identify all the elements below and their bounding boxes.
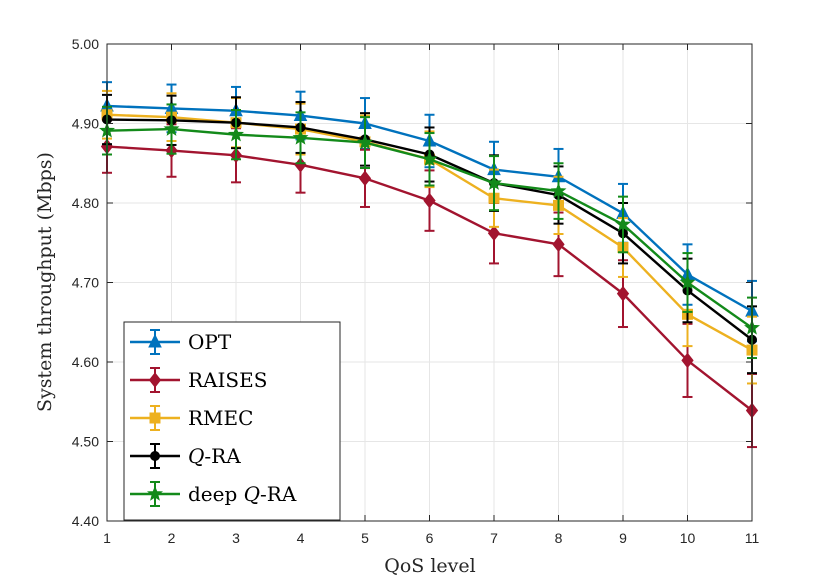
legend-label: RMEC [188,406,253,430]
legend-marker [147,485,163,501]
y-tick-label: 4.70 [72,275,99,291]
data-point [292,129,309,145]
y-tick-label: 5.00 [72,36,99,52]
data-point [228,126,244,142]
x-tick-label: 7 [490,530,498,546]
x-tick-label: 6 [426,530,434,546]
y-tick-label: 4.40 [72,513,99,529]
data-point [552,236,565,253]
x-tick-label: 8 [555,530,563,546]
y-tick-label: 4.90 [72,116,99,132]
legend-label-part: -RA [260,482,297,506]
legend-item: Q-RA [130,443,241,469]
data-point [679,274,696,290]
x-tick-label: 3 [232,530,240,546]
legend-label-part: Q [188,444,204,468]
legend-label-part: Q [244,482,260,506]
y-tick-label: 4.50 [72,434,99,450]
y-tick-label: 4.80 [72,195,99,211]
x-tick-label: 1 [103,530,111,546]
data-point [163,120,180,136]
data-point [423,192,436,209]
x-tick-label: 4 [297,530,305,546]
legend-item: RMEC [130,405,253,431]
axes: 1 2 3 4 5 6 7 8 9 10 11 4.40 4.50 4.60 4.70 4.80 4.90 5.0… [72,36,760,546]
legend-item: deep Q-RA [130,481,297,507]
data-point [358,170,372,187]
data-point [486,174,502,190]
data-point [357,134,373,150]
x-tick-label: 5 [361,530,369,546]
data-point [487,225,501,242]
legend-label-part: RAISES [188,368,267,392]
data-point [615,216,631,232]
x-tick-label: 9 [619,530,627,546]
x-axis-label: QoS level [384,555,475,577]
x-tick-label: 11 [745,530,760,546]
legend-marker [150,451,160,461]
legend-label: Q-RA [188,444,241,468]
legend-item: OPT [130,329,232,355]
legend-marker [148,372,162,388]
legend-label: RAISES [188,368,267,392]
data-point [616,285,630,302]
y-axis-label: System throughput (Mbps) [34,152,56,412]
data-point [681,352,694,369]
x-tick-label: 2 [168,530,176,546]
data-point [550,182,567,198]
legend-marker [148,333,162,348]
data-point [421,150,438,167]
legend-label: deep Q-RA [188,482,297,506]
legend-label: OPT [188,330,232,354]
legend-marker [149,412,161,424]
y-tick-label: 4.60 [72,354,99,370]
legend-label-part: deep [188,482,244,506]
legend-label-part: OPT [188,330,232,354]
legend-label-part: RMEC [188,406,253,430]
legend-label-part: -RA [204,444,241,468]
legend-item: RAISES [130,367,267,393]
x-tick-label: 10 [680,530,696,546]
